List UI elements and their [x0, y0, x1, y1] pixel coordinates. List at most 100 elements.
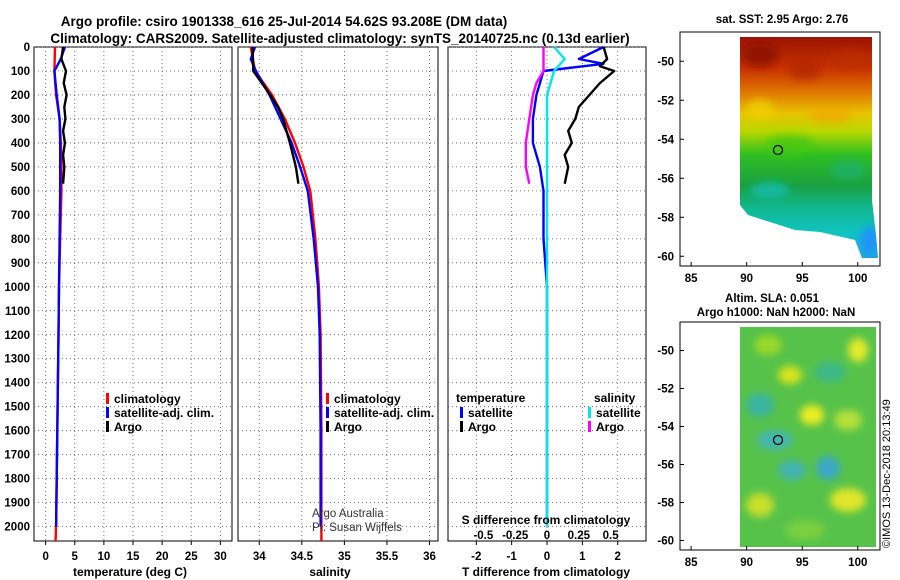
pressure-tick-label: 700 [11, 210, 30, 222]
series-line-satellite-adj-clim- [249, 46, 322, 527]
s-diff-tick-label: 0.25 [568, 530, 591, 542]
series-line-satellite-adj-clim- [53, 46, 67, 527]
legend-label-sal-satellite: satellite [596, 406, 641, 420]
pressure-tick-label: 1100 [5, 306, 30, 318]
legend-swatch-satellite [326, 407, 329, 418]
map-y-tick-label: -56 [657, 460, 674, 472]
map-x-tick-label: 90 [740, 273, 753, 285]
pressure-tick-label: 400 [11, 138, 30, 150]
sla-map-title-line2: Argo h1000: NaN h2000: NaN [697, 307, 856, 319]
sla-field [740, 327, 876, 547]
s-diff-tick-label: 0 [544, 530, 550, 542]
sla-map: 85 90 95 100 -50 -52 -54 -56 -58 -60 [657, 321, 881, 570]
map-y-tick-label: -50 [657, 346, 674, 358]
s-diff-tick-label: -0.5 [473, 530, 493, 542]
sst-map: 85 90 95 100 -50 -52 -54 -56 -58 -60 [657, 31, 881, 285]
pressure-tick-labels: 0 100 200 300 400 500 600 700 800 900 1000 1100 1200… [4, 42, 30, 534]
map-x-tick-label: 90 [740, 557, 753, 569]
temperature-legend: climatology satellite-adj. clim. Argo [106, 392, 214, 434]
legend-swatch-climatology [326, 393, 329, 404]
temperature-axis-label: temperature (deg C) [73, 565, 187, 579]
x-tick-label: 30 [214, 551, 227, 563]
map-x-tick-label: 100 [848, 557, 867, 569]
legend-label-satellite: satellite-adj. clim. [334, 406, 434, 420]
legend-swatch-sal-argo [588, 421, 591, 432]
x-tick-label: -1 [507, 551, 518, 563]
figure-title-line2: Climatology: CARS2009. Satellite-adjuste… [50, 31, 629, 46]
series-layer [53, 45, 616, 542]
map-y-tick-label: -52 [657, 384, 674, 396]
pressure-tick-label: 100 [11, 66, 30, 78]
sst-map-title: sat. SST: 2.95 Argo: 2.76 [716, 14, 849, 26]
x-tick-label: 34 [253, 551, 266, 563]
x-tick-label: 25 [185, 551, 198, 563]
pressure-tick-label: 1500 [4, 402, 30, 414]
series-line-salinity-satellite [545, 46, 566, 527]
sst-float-marker [772, 144, 784, 156]
t-difference-axis-label: T difference from climatology [462, 565, 630, 579]
imos-credit: ©IMOS 13-Dec-2018 20:13:49 [881, 399, 893, 548]
argo-australia-note: Argo Australia [312, 508, 384, 520]
pressure-tick-label: 1900 [4, 498, 30, 510]
s-difference-axis-label: S difference from climatology [462, 513, 631, 527]
map-y-tick-label: -60 [657, 536, 674, 548]
grid-layer [34, 46, 646, 545]
temperature-panel-frame [33, 46, 233, 542]
map-y-tick-label: -50 [657, 56, 674, 68]
series-line-argo [251, 46, 300, 184]
x-tick-label: 0 [42, 551, 48, 563]
map-x-tick-label: 95 [796, 273, 809, 285]
legend-label-climatology: climatology [334, 392, 401, 406]
x-tick-label: 20 [156, 551, 169, 563]
pressure-tick-label: 1000 [4, 282, 30, 294]
sla-map-title-line1: Altim. SLA: 0.051 [725, 293, 820, 305]
x-tick-label: 2 [615, 551, 621, 563]
legend-swatch-argo [106, 421, 109, 432]
map-y-tick-label: -60 [657, 251, 674, 263]
x-tick-label: 1 [579, 551, 586, 563]
pressure-tick-label: 1800 [4, 474, 30, 486]
map-y-tick-label: -52 [657, 95, 674, 107]
pi-note: PI: Susan Wijffels [312, 522, 402, 534]
legend-label-climatology: climatology [114, 392, 181, 406]
map-x-tick-label: 95 [796, 557, 809, 569]
map-y-tick-label: -58 [657, 212, 674, 224]
map-x-tick-label: 100 [848, 273, 867, 285]
figure-title-line1: Argo profile: csiro 1901338_616 25-Jul-2… [61, 14, 507, 29]
map-y-tick-label: -58 [657, 498, 674, 510]
x-tick-label: -2 [471, 551, 481, 563]
legend-swatch-climatology [106, 393, 109, 404]
map-x-tick-label: 85 [685, 557, 698, 569]
x-tick-label: 35 [338, 551, 351, 563]
salinity-axis-label: salinity [309, 565, 351, 579]
legend-swatch-satellite [106, 407, 109, 418]
legend-swatch-argo [326, 421, 329, 432]
salinity-panel-frame [237, 46, 439, 542]
x-tick-label: 36 [423, 551, 436, 563]
pressure-tick-label: 500 [11, 162, 30, 174]
pressure-tick-label: 900 [11, 258, 30, 270]
x-tick-label: 15 [127, 551, 140, 563]
legend-swatch-temp-argo [460, 421, 463, 432]
map-y-tick-label: -54 [657, 134, 674, 146]
s-diff-tick-label: -0.25 [502, 530, 529, 542]
map-x-tick-label: 85 [685, 273, 698, 285]
map-y-tick-label: -54 [657, 422, 674, 434]
pressure-tick-label: 1600 [4, 426, 30, 438]
x-tick-label: 34.5 [291, 551, 314, 563]
pressure-tick-label: 1300 [4, 354, 30, 366]
legend-swatch-temp-satellite [460, 407, 463, 418]
legend-label-argo: Argo [114, 420, 142, 434]
sla-float-marker [772, 434, 784, 446]
legend-label-temp-argo: Argo [468, 420, 496, 434]
salinity-legend: climatology satellite-adj. clim. Argo Ar… [312, 392, 434, 534]
pressure-tick-label: 2000 [4, 522, 30, 534]
legend-title-salinity: salinity [594, 391, 636, 405]
map-y-tick-label: -56 [657, 173, 674, 185]
sla-map-ticks: 85 90 95 100 -50 -52 -54 -56 -58 -60 [657, 346, 867, 570]
s-diff-tick-label: 0.5 [603, 530, 620, 542]
pressure-tick-label: 600 [11, 186, 30, 198]
legend-label-argo: Argo [334, 420, 362, 434]
x-tick-label: 35.5 [376, 551, 399, 563]
